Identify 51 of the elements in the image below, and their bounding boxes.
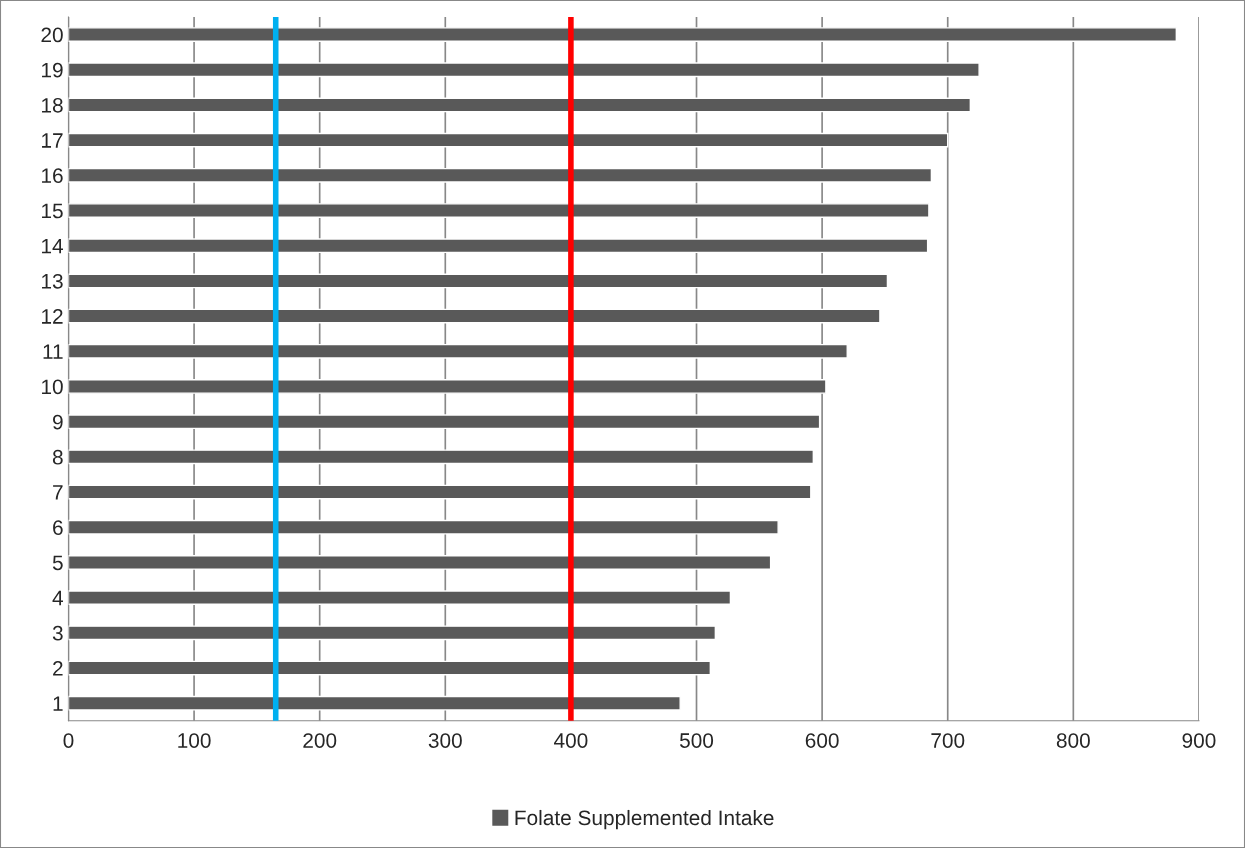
y-tick-label: 2 — [53, 661, 63, 676]
y-tick-label: 5 — [52, 555, 63, 571]
x-tick-label: 400 — [554, 733, 588, 748]
y-tick-label: 11 — [43, 344, 63, 359]
y-tick-label: 15 — [42, 203, 63, 219]
x-tick-label: 800 — [1056, 733, 1090, 748]
bar — [68, 414, 821, 430]
y-tick-label: 20 — [41, 27, 63, 43]
bar — [68, 273, 889, 289]
bar — [68, 379, 827, 394]
y-tick-label: 6 — [53, 520, 63, 535]
bar — [68, 27, 1178, 42]
y-tick-label: 1 — [53, 696, 63, 711]
y-tick-label: 3 — [52, 625, 63, 641]
y-tick-label: 4 — [52, 590, 64, 606]
y-tick-label: 17 — [42, 133, 63, 148]
bar — [68, 555, 772, 570]
y-tick-label: 18 — [42, 97, 63, 113]
x-tick-label: 500 — [679, 733, 714, 748]
y-tick-label: 9 — [53, 414, 63, 430]
y-tick-label: 10 — [42, 379, 63, 395]
bar — [68, 695, 681, 711]
x-tick-label: 900 — [1182, 733, 1216, 748]
x-tick-label: 100 — [178, 733, 211, 748]
bar — [68, 625, 717, 641]
bar — [68, 132, 949, 148]
x-tick-label: 0 — [63, 733, 74, 748]
bar — [68, 449, 815, 465]
x-tick-label: 300 — [428, 733, 462, 748]
bar — [68, 167, 933, 183]
y-tick-label: 7 — [53, 485, 63, 500]
bar — [68, 343, 848, 359]
y-tick-label: 19 — [42, 62, 63, 78]
bar — [68, 590, 732, 606]
bar — [68, 238, 929, 254]
bar — [68, 519, 779, 535]
bar — [68, 484, 812, 500]
y-tick-label: 16 — [42, 168, 63, 184]
y-tick-label: 14 — [42, 238, 64, 254]
legend-label: Folate Supplemented Intake — [515, 809, 774, 830]
bar — [68, 97, 972, 113]
bar — [68, 660, 712, 676]
y-tick-label: 12 — [42, 309, 63, 324]
y-tick-label: 8 — [52, 449, 63, 465]
x-tick-label: 600 — [805, 733, 839, 748]
x-tick-label: 700 — [931, 733, 965, 748]
bar — [68, 308, 881, 324]
bar — [68, 62, 980, 78]
bar — [68, 203, 930, 218]
y-tick-label: 13 — [42, 273, 63, 289]
x-tick-label: 200 — [303, 733, 337, 748]
